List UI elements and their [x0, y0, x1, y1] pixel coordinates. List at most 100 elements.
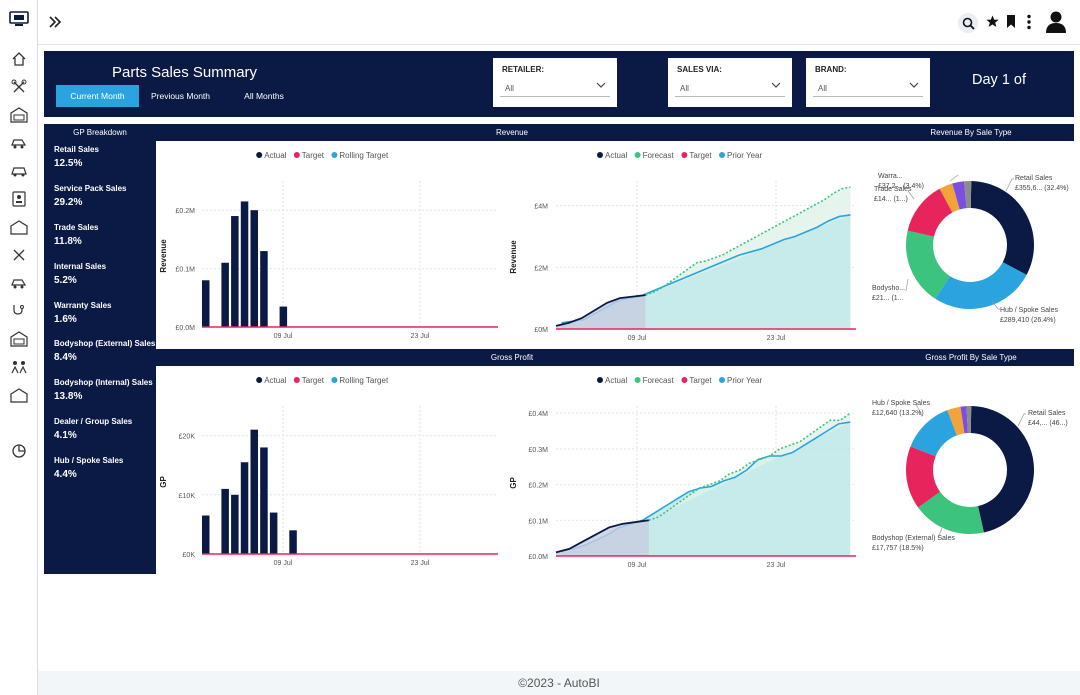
donut-slice — [906, 446, 941, 508]
avatar-icon[interactable] — [1046, 11, 1066, 38]
gp-item-name: Dealer / Group Sales — [54, 417, 133, 426]
stethoscope-icon[interactable] — [9, 301, 29, 321]
y-tick-label: £0.0M — [529, 554, 549, 561]
gp-cumulative-chart: Actual Forecast Target Prior Year GP £0.0M £0.… — [509, 376, 856, 569]
gp-item-value: 29.2% — [54, 197, 83, 208]
leader-line — [905, 278, 909, 292]
tab-previous-month[interactable]: Previous Month — [150, 91, 211, 101]
donut-slice — [970, 181, 1034, 275]
slice-label: Retail Sales — [1015, 175, 1053, 182]
legend-label: Forecast — [643, 376, 675, 385]
bar — [250, 429, 258, 554]
legend-label: Actual — [264, 376, 286, 385]
brand-filter: BRAND: All — [806, 58, 930, 107]
slice-label: Hub / Spoke Sales — [1000, 307, 1058, 314]
car-crash-2-icon[interactable] — [9, 273, 29, 293]
donut-slice — [910, 410, 957, 457]
y-tick-label: £0.1M — [529, 518, 549, 525]
y-tick-label: £0M — [534, 327, 548, 334]
sales-via-select-value: All — [680, 84, 689, 93]
brand-select[interactable]: All — [813, 79, 923, 97]
gp-item: Trade Sales 11.8% — [54, 223, 98, 247]
legend-marker — [681, 152, 688, 158]
gp-item: Warranty Sales 1.6% — [54, 301, 112, 325]
forecast-line — [648, 412, 851, 522]
monitor-icon[interactable] — [9, 9, 29, 29]
expand-chevrons-icon[interactable] — [48, 15, 62, 34]
warehouse-icon[interactable] — [9, 217, 29, 237]
donut-slice — [906, 230, 950, 299]
x-tick-label: 23 Jul — [411, 560, 430, 567]
more-vertical-icon[interactable] — [1026, 14, 1032, 35]
people-icon[interactable] — [9, 357, 29, 377]
bar — [250, 210, 258, 327]
home-icon[interactable] — [9, 49, 29, 69]
donut-slice — [964, 181, 972, 209]
slice-detail: £12,640 (13.2%) — [872, 410, 924, 417]
slice-detail: £355,6... (32.4%) — [1015, 185, 1069, 192]
gp-by-type-header: Gross Profit By Sale Type — [868, 349, 1074, 366]
legend-label: Forecast — [643, 151, 675, 160]
donut-slice — [966, 406, 972, 434]
brand-filter-label: BRAND: — [815, 65, 847, 74]
sales-via-select[interactable]: All — [675, 79, 785, 97]
tools-2-icon[interactable] — [9, 245, 29, 265]
actual-area — [556, 520, 649, 556]
retailer-select[interactable]: All — [500, 79, 610, 97]
tools-icon[interactable] — [9, 77, 29, 97]
bar — [221, 262, 229, 327]
gp-item: Internal Sales 5.2% — [54, 262, 106, 286]
leader-line — [1017, 413, 1026, 427]
gp-breakdown-header: GP Breakdown — [44, 124, 156, 141]
leader-line — [915, 403, 923, 417]
slice-label: Bodysho... — [872, 285, 905, 292]
star-icon[interactable] — [986, 15, 999, 33]
legend-label: Actual — [264, 151, 286, 160]
chevron-down-icon — [596, 82, 606, 88]
gp-item-value: 12.5% — [54, 158, 83, 169]
legend-label: Target — [689, 151, 712, 160]
bar — [240, 462, 249, 554]
bookmark-icon[interactable] — [1006, 15, 1016, 33]
car-icon[interactable] — [9, 161, 29, 181]
y-tick-label: £0.4M — [529, 411, 549, 418]
slice-detail: £17,757 (18.5%) — [872, 545, 924, 552]
slice-label: Hub / Spoke Sales — [872, 400, 930, 407]
bar — [240, 201, 249, 327]
revenue-bar-chart: Actual Target Rolling Target Revenue £0.0M £0… — [159, 151, 498, 340]
gp-item-name: Service Pack Sales — [54, 184, 127, 193]
slice-detail: £289,410 (26.4%) — [1000, 317, 1056, 324]
search-icon[interactable] — [958, 13, 978, 33]
bar — [269, 512, 278, 554]
gp-item-name: Trade Sales — [54, 223, 99, 232]
tab-current-month[interactable]: Current Month — [56, 85, 139, 107]
x-tick-label: 09 Jul — [274, 333, 293, 340]
gp-item: Bodyshop (Internal) Sales 13.8% — [54, 378, 153, 402]
slice-detail: £14... (1...) — [874, 196, 908, 203]
y-axis-label: GP — [509, 477, 518, 489]
garage-icon[interactable] — [9, 105, 29, 125]
donut-slice — [918, 491, 984, 534]
pie-chart-icon[interactable] — [9, 441, 29, 461]
gp-item-value: 4.4% — [54, 469, 77, 480]
legend-label: Target — [689, 376, 712, 385]
legend-marker — [331, 152, 338, 158]
bar — [202, 280, 210, 327]
gp-item-value: 4.1% — [54, 430, 77, 441]
tab-all-months[interactable]: All Months — [244, 91, 284, 101]
revenue-cumulative-chart: Actual Forecast Target Prior Year Revenue £0M… — [509, 151, 856, 342]
contact-card-icon[interactable] — [9, 189, 29, 209]
gp-item-name: Internal Sales — [54, 262, 107, 271]
report-header: Parts Sales Summary Current Month Previo… — [44, 51, 1074, 117]
gp-item: Bodyshop (External) Sales 8.4% — [54, 339, 155, 363]
y-tick-label: £4M — [534, 204, 548, 211]
legend-marker — [719, 152, 725, 158]
garage-2-icon[interactable] — [9, 329, 29, 349]
car-crash-icon[interactable] — [9, 133, 29, 153]
legend-label: Target — [302, 376, 325, 385]
warehouse-2-icon[interactable] — [9, 385, 29, 405]
x-tick-label: 09 Jul — [274, 560, 293, 567]
bar — [202, 515, 210, 554]
y-axis-label: Revenue — [509, 240, 518, 274]
leader-line — [949, 174, 959, 182]
